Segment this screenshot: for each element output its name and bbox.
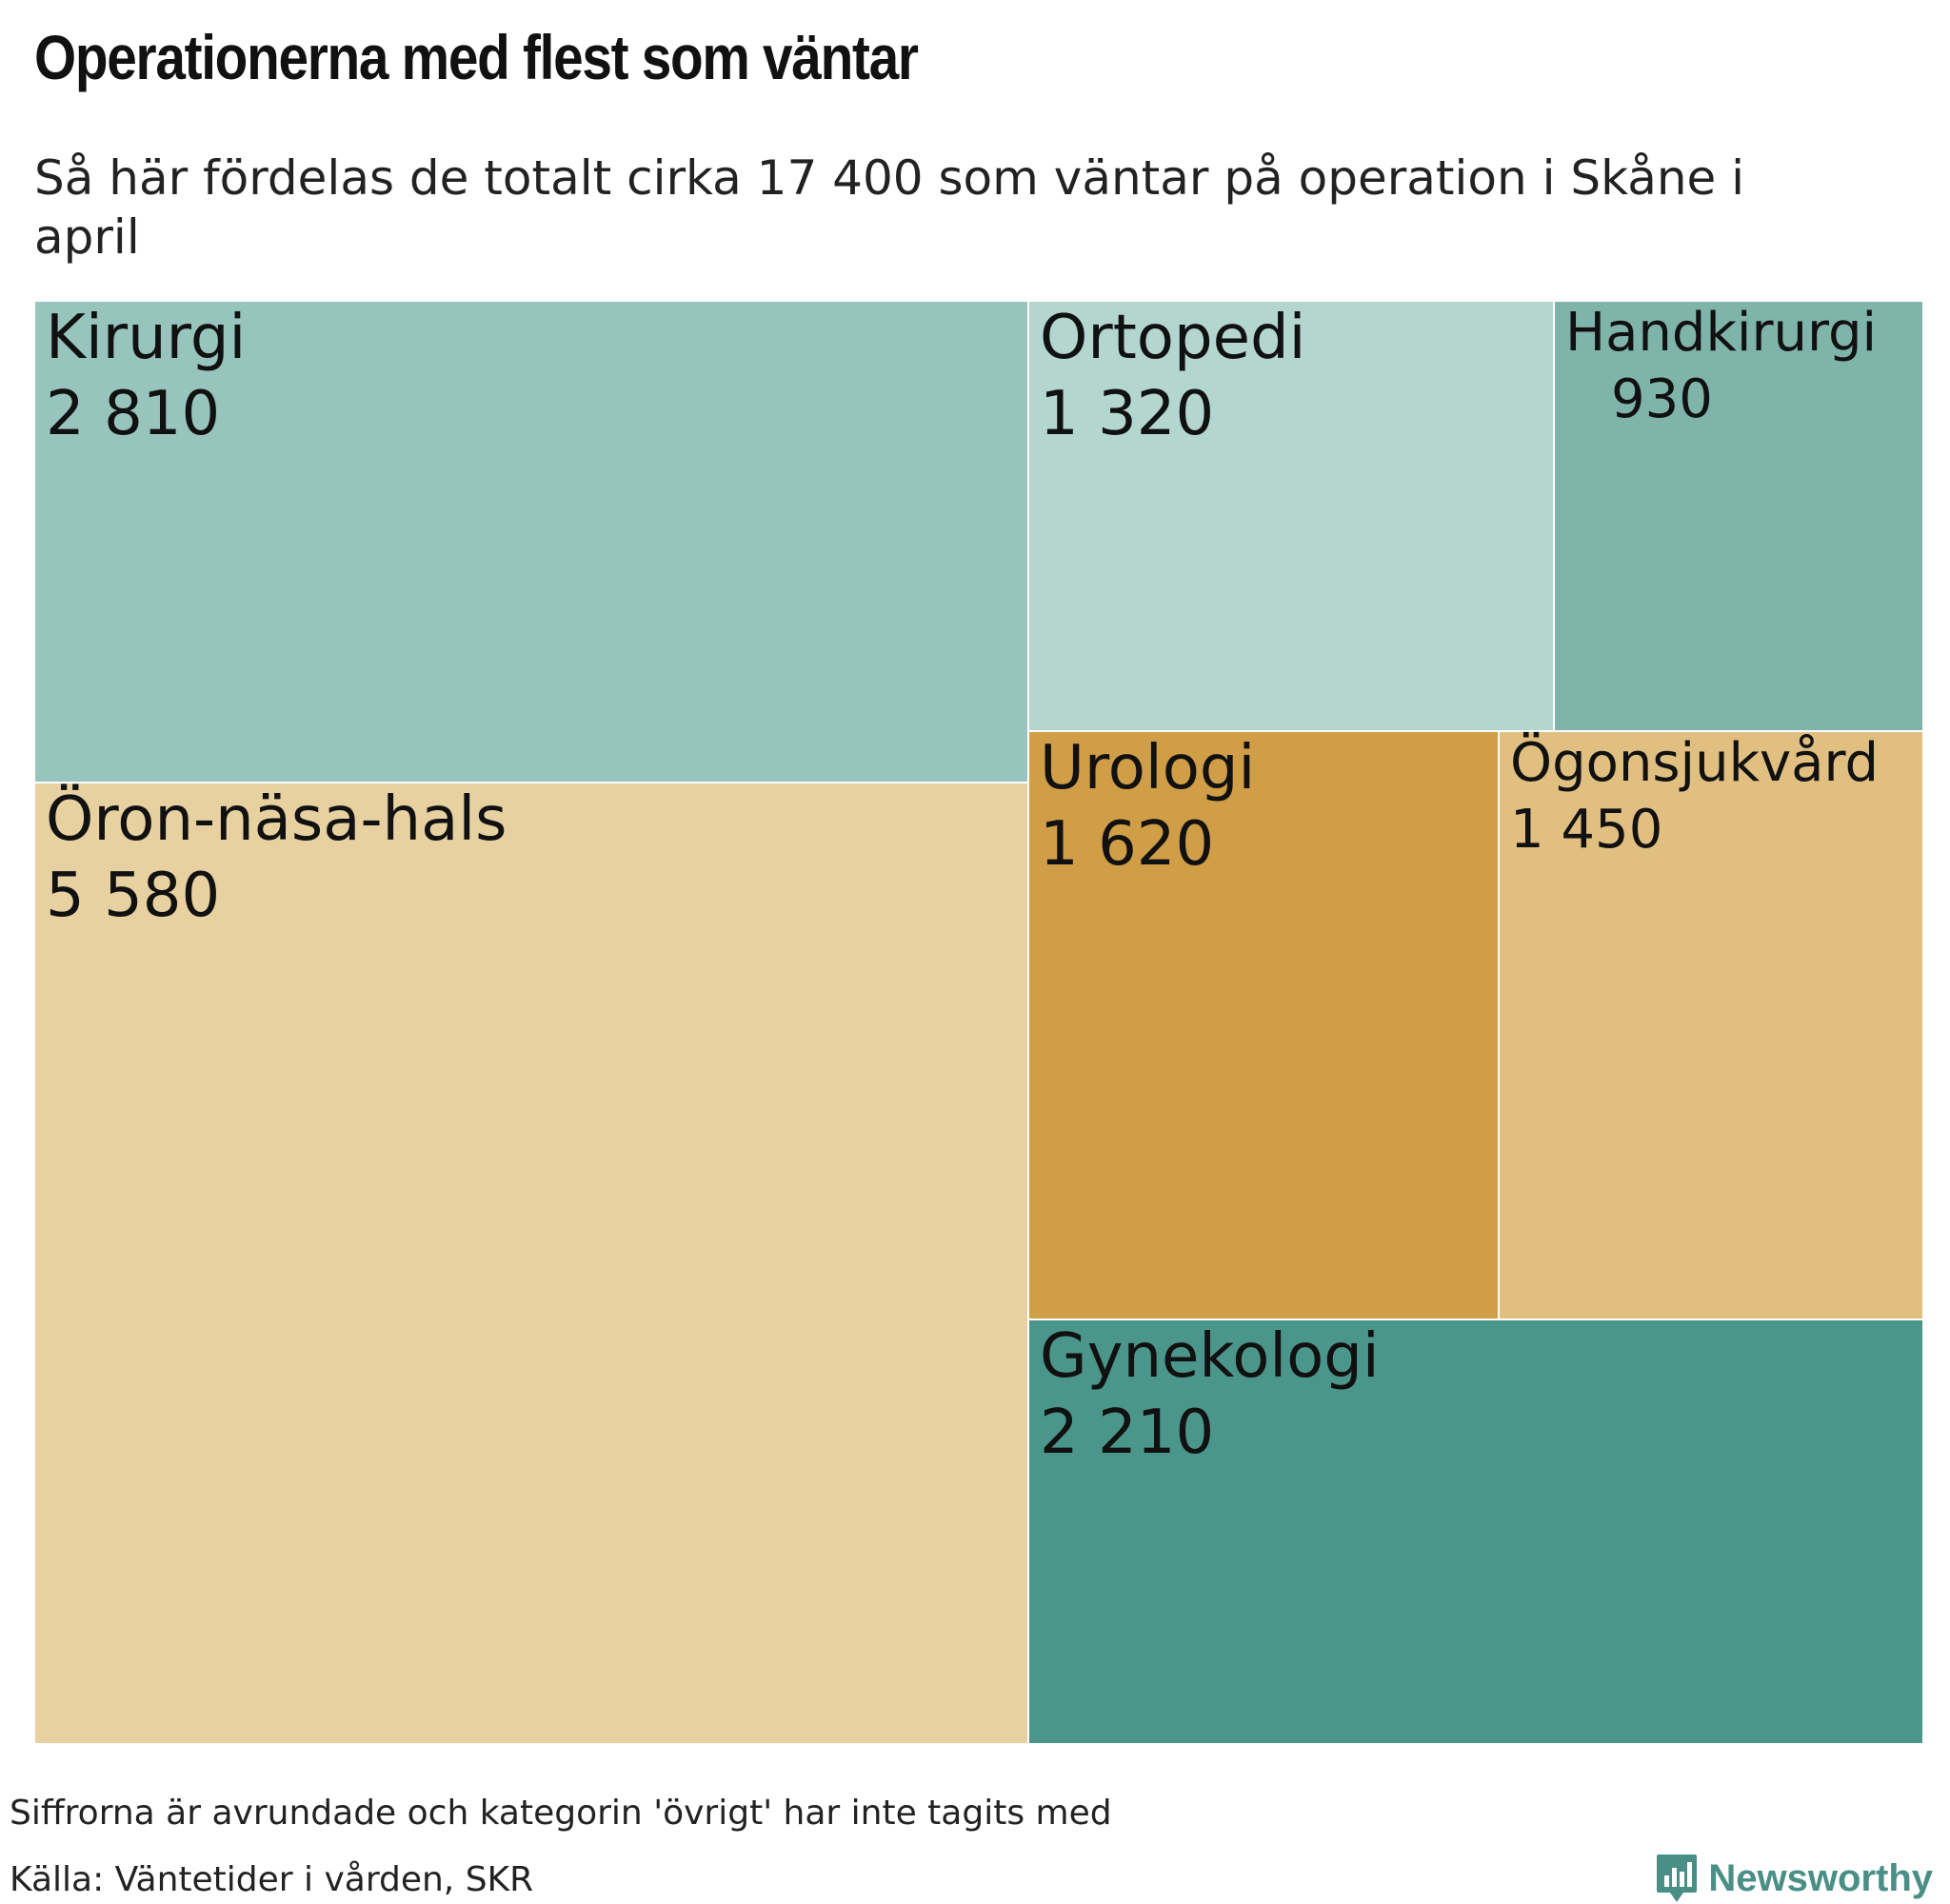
tile-value-label: 5 580: [46, 861, 220, 931]
tile-value-label: 1 320: [1040, 379, 1214, 449]
newsworthy-logo: Newsworthy: [1655, 1853, 1933, 1904]
tile-category-label: Handkirurgi: [1565, 302, 1877, 364]
footnote: Siffrorna är avrundade och kategorin 'öv…: [10, 1794, 1112, 1833]
treemap-tile: [1027, 730, 1500, 1320]
tile-category-label: Ortopedi: [1040, 303, 1305, 373]
treemap-tile: [34, 301, 1029, 783]
treemap-tile: [34, 782, 1029, 1744]
treemap-tile: [1027, 1319, 1923, 1744]
tile-category-label: Ögonsjukvård: [1510, 732, 1879, 794]
source-note: Källa: Väntetider i vården, SKR: [10, 1860, 534, 1899]
brand-name: Newsworthy: [1708, 1856, 1933, 1899]
chart-title: Operationerna med flest som väntar: [34, 22, 919, 92]
chart-subtitle: Så här fördelas de totalt cirka 17 400 s…: [34, 150, 1745, 265]
tile-value-label: 2 210: [1040, 1398, 1214, 1468]
tile-value-label: 930: [1611, 368, 1713, 430]
tile-category-label: Urologi: [1040, 733, 1255, 803]
newsworthy-bars-icon: [1657, 1854, 1698, 1902]
treemap-tile: [1553, 301, 1923, 732]
tile-value-label: 1 450: [1510, 799, 1662, 861]
tile-value-label: 2 810: [46, 379, 220, 449]
tile-category-label: Öron-näsa-hals: [46, 783, 507, 855]
tile-category-label: Gynekologi: [1040, 1321, 1380, 1392]
tile-category-label: Kirurgi: [46, 303, 246, 373]
tile-value-label: 1 620: [1040, 809, 1214, 880]
treemap-tile: [1498, 730, 1923, 1320]
